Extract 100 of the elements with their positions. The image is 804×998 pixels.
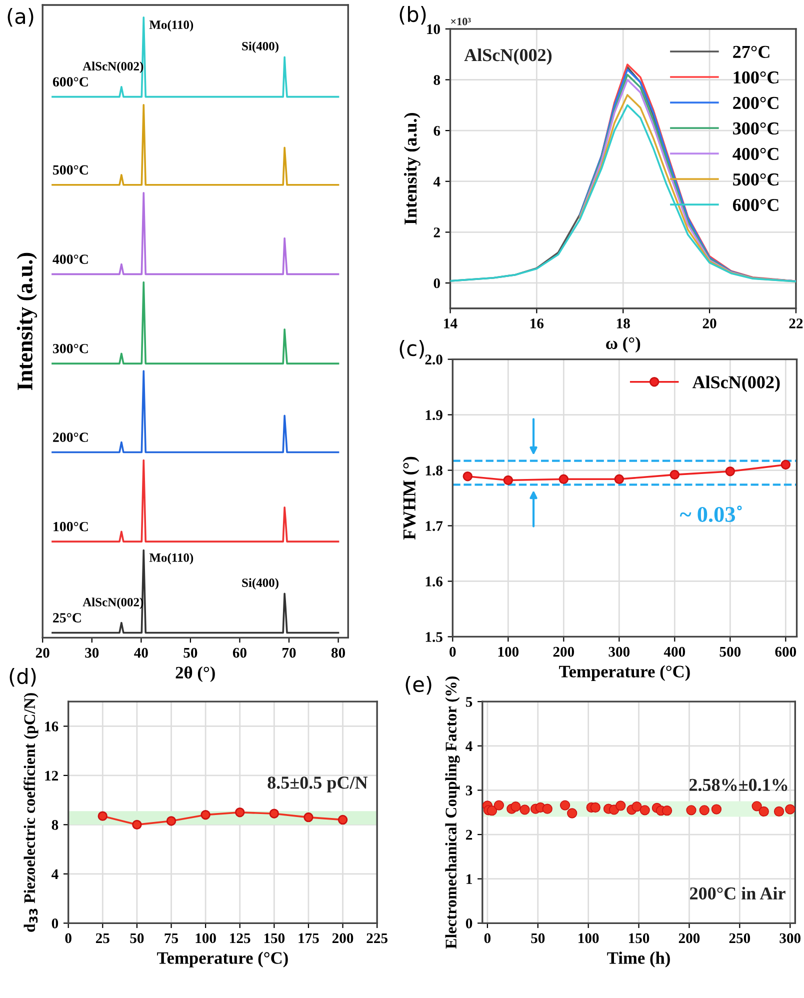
x-axis-title: Time (h) bbox=[607, 952, 670, 968]
annotation: Si(400) bbox=[242, 578, 278, 590]
y-axis-title: FWHM (°) bbox=[402, 456, 420, 540]
point bbox=[462, 472, 472, 482]
x-tick-label: 75 bbox=[164, 933, 178, 944]
y-tick-label: 1.8 bbox=[426, 466, 442, 476]
x-tick-label: 300 bbox=[608, 646, 630, 657]
point bbox=[774, 806, 784, 817]
x-tick-label: 50 bbox=[531, 933, 545, 944]
x-tick-label: 100 bbox=[578, 933, 599, 944]
series-label: 100°C bbox=[54, 522, 88, 532]
y-tick-label: 1.6 bbox=[426, 576, 443, 586]
x-tick-label: 300 bbox=[780, 933, 800, 944]
legend-label: 100°C bbox=[734, 71, 778, 84]
legend-label: AlScN(002) bbox=[692, 376, 780, 392]
annotation: Si(400) bbox=[242, 42, 278, 53]
x-tick-label: 150 bbox=[629, 933, 650, 944]
point bbox=[542, 804, 552, 814]
y-tick-label: 2 bbox=[434, 228, 440, 238]
point bbox=[494, 800, 504, 810]
series-label: 200°C bbox=[53, 432, 88, 442]
point bbox=[132, 820, 142, 830]
point bbox=[503, 475, 514, 486]
point bbox=[590, 802, 600, 813]
x-tick-label: 0 bbox=[450, 646, 456, 657]
point bbox=[567, 808, 578, 818]
y-tick-label: 2.0 bbox=[425, 354, 442, 365]
x-tick-label: 0 bbox=[484, 933, 491, 944]
x-tick-label: 175 bbox=[298, 933, 319, 944]
annotation: AlScN(002) bbox=[464, 48, 552, 65]
y-tick-label: 1.9 bbox=[426, 410, 442, 420]
y-tick-label: 16 bbox=[45, 722, 58, 732]
y-tick-label: 12 bbox=[45, 770, 58, 781]
point bbox=[510, 802, 521, 812]
x-tick-label: 22 bbox=[789, 318, 803, 328]
chart-title: (e) bbox=[406, 676, 432, 695]
x-tick-label: 0 bbox=[65, 933, 72, 944]
x-tick-label: 225 bbox=[366, 933, 388, 944]
annotation: 200°C in Air bbox=[690, 886, 786, 900]
series-label: 300°C bbox=[52, 344, 88, 354]
x-tick-label: 16 bbox=[530, 318, 544, 328]
y-axis-title: Intensity (a.u.) bbox=[16, 252, 38, 390]
y-tick-label: 5 bbox=[466, 697, 472, 707]
y-tick-label: 0 bbox=[434, 278, 440, 288]
x-tick-label: 100 bbox=[498, 646, 519, 657]
y-tick-label: 0 bbox=[52, 918, 58, 928]
annotation: 8.5±0.5 pC/N bbox=[268, 776, 368, 792]
point bbox=[699, 805, 710, 816]
x-axis-title: 2θ (°) bbox=[176, 666, 215, 682]
point bbox=[662, 806, 672, 816]
x-tick-label: 250 bbox=[729, 933, 750, 944]
point bbox=[338, 814, 348, 825]
chart-title: (c) bbox=[400, 340, 424, 359]
point bbox=[200, 810, 210, 820]
point bbox=[670, 470, 680, 480]
point bbox=[780, 460, 791, 470]
y-tick-label: 3 bbox=[466, 786, 472, 796]
x-tick-label: 20 bbox=[702, 318, 716, 328]
x-tick-label: 125 bbox=[230, 933, 250, 944]
legend-label: 400°C bbox=[732, 148, 778, 160]
point bbox=[560, 800, 570, 810]
x-tick-label: 25 bbox=[96, 933, 110, 944]
chart-title: (b) bbox=[400, 6, 426, 25]
point bbox=[752, 801, 762, 812]
x-tick-label: 30 bbox=[85, 648, 99, 658]
y-axis-title: Intensity (a.u.) bbox=[404, 113, 420, 224]
y-tick-label: 1.7 bbox=[426, 521, 443, 532]
series-label: 600°C bbox=[52, 77, 88, 87]
x-tick-label: 50 bbox=[184, 648, 198, 658]
x-tick-label: 200 bbox=[332, 933, 354, 944]
x-tick-label: 18 bbox=[616, 318, 630, 328]
y-tick-label: 10 bbox=[427, 24, 440, 34]
point bbox=[304, 812, 314, 822]
y-tick-label: 1.5 bbox=[426, 632, 442, 642]
y-tick-label: 6 bbox=[434, 126, 440, 136]
point bbox=[235, 808, 245, 818]
x-tick-label: 50 bbox=[130, 933, 144, 944]
annotation: 2.58%±0.1% bbox=[689, 778, 788, 792]
y-tick-label: 4 bbox=[52, 869, 58, 879]
x-tick-label: 70 bbox=[282, 648, 296, 658]
y-axis-title: Electromechanical Coupling Factor (%) bbox=[445, 676, 460, 949]
x-tick-label: 14 bbox=[444, 318, 458, 328]
point bbox=[269, 808, 280, 818]
x-tick-label: 20 bbox=[36, 648, 50, 658]
legend-label: 600°C bbox=[732, 198, 778, 212]
point bbox=[711, 804, 722, 814]
point bbox=[725, 466, 736, 476]
point bbox=[758, 806, 769, 817]
point bbox=[486, 806, 498, 816]
y-tick-label: 8 bbox=[52, 820, 58, 830]
y-tick-label: 1 bbox=[466, 874, 472, 884]
text: ×10³ bbox=[451, 18, 471, 26]
y-tick-label: 0 bbox=[466, 918, 472, 928]
x-tick-label: 100 bbox=[196, 933, 216, 944]
series-label: 500°C bbox=[53, 165, 88, 175]
point bbox=[520, 804, 530, 815]
y-tick-label: 2 bbox=[466, 830, 472, 840]
point bbox=[640, 805, 650, 816]
chart-title: (a) bbox=[8, 8, 34, 27]
legend-label: 300°C bbox=[733, 122, 778, 135]
